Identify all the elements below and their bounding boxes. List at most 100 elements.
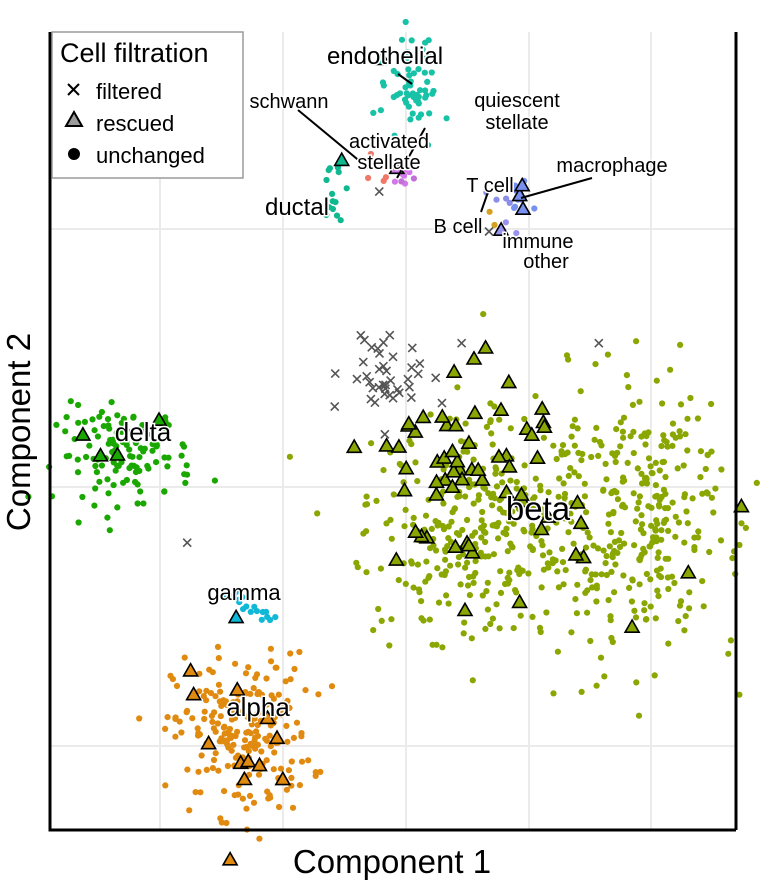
point-beta (521, 415, 528, 423)
point-alpha (296, 648, 303, 656)
point-alpha (285, 767, 292, 774)
label-delta: delta (115, 417, 172, 447)
point-delta (81, 418, 88, 425)
point-endothelial (405, 66, 412, 73)
point-endothelial (428, 69, 435, 76)
point-beta (614, 496, 622, 503)
point-beta (454, 493, 461, 500)
label-endothelial: endothelial (327, 43, 443, 70)
point-beta (559, 545, 566, 553)
point-beta (736, 691, 743, 698)
point-alpha (267, 743, 274, 750)
point-delta (132, 439, 139, 447)
point-alpha (247, 740, 254, 748)
rescued-beta (539, 508, 557, 523)
point-beta (439, 644, 446, 651)
point-beta (700, 603, 707, 610)
point-filtered (378, 361, 388, 371)
point-filtered (374, 364, 384, 374)
point-alpha (172, 733, 179, 740)
point-beta (550, 442, 557, 449)
point-alpha (245, 748, 252, 755)
point-beta (517, 612, 524, 619)
point-ductal (323, 176, 330, 184)
rescued-gamma (227, 608, 245, 624)
point-beta (482, 538, 489, 546)
rescued-alpha (185, 685, 202, 701)
point-endothelial (402, 18, 409, 26)
point-beta (608, 568, 615, 576)
point-alpha (312, 772, 319, 780)
point-beta (388, 616, 395, 623)
point-alpha (162, 725, 169, 733)
point-beta (428, 525, 435, 533)
point-alpha (192, 789, 199, 796)
points-unchanged (25, 18, 760, 842)
filtered-stroke (356, 330, 366, 340)
rescued-beta (428, 473, 445, 489)
point-alpha (290, 734, 297, 742)
point-alpha (216, 738, 223, 745)
label-alpha: alpha (226, 692, 290, 722)
point-beta (653, 517, 660, 524)
filtered-stroke (385, 390, 395, 400)
point-beta (665, 585, 672, 593)
point-alpha (184, 707, 191, 715)
rescued-beta (500, 373, 518, 389)
point-alpha (214, 643, 222, 651)
rescued-alpha (228, 681, 246, 696)
rescued-delta (150, 411, 168, 427)
point-alpha (276, 803, 283, 811)
point-ductal (337, 217, 344, 224)
point-beta (630, 428, 637, 435)
point-beta (675, 618, 682, 625)
point-filtered (385, 330, 395, 340)
point-beta (416, 589, 423, 596)
point-delta (161, 488, 168, 495)
point-beta (495, 535, 502, 542)
point-beta (546, 549, 553, 556)
point-beta (492, 464, 499, 471)
rescued-immune-other (492, 221, 510, 236)
point-beta (406, 437, 413, 444)
point-filtered (373, 344, 383, 354)
rescued-macrophage (514, 200, 532, 215)
point-beta (363, 569, 370, 576)
point-beta (708, 494, 716, 501)
point-beta (537, 482, 544, 489)
point-endothelial (426, 110, 433, 117)
point-gamma (223, 589, 230, 597)
point-delta (96, 478, 103, 485)
point-alpha (247, 717, 254, 724)
point-alpha (273, 664, 280, 671)
point-beta (664, 574, 672, 581)
point-beta (686, 589, 693, 596)
point-alpha (296, 782, 303, 789)
point-beta (583, 509, 590, 516)
point-endothelial (422, 55, 429, 62)
point-alpha (284, 738, 291, 745)
point-alpha (277, 707, 284, 715)
leader-line-3 (480, 191, 489, 213)
point-endothelial (430, 87, 437, 95)
point-endothelial (417, 59, 424, 66)
rescued-beta (733, 497, 750, 513)
point-delta (120, 479, 127, 486)
point-alpha (173, 682, 181, 690)
point-schwann (365, 174, 372, 182)
point-alpha (328, 683, 336, 690)
point-beta (652, 526, 659, 533)
point-delta (92, 462, 99, 470)
point-schwann (367, 150, 374, 158)
filtered-stroke (392, 384, 403, 394)
point-beta (605, 511, 613, 518)
point-beta (531, 494, 538, 501)
point-alpha (195, 732, 202, 739)
point-alpha (215, 681, 222, 688)
filtered-stroke (484, 226, 494, 237)
point-ductal (329, 198, 336, 205)
point-beta (489, 522, 496, 529)
filtered-stroke (352, 374, 362, 384)
point-beta (587, 637, 594, 645)
